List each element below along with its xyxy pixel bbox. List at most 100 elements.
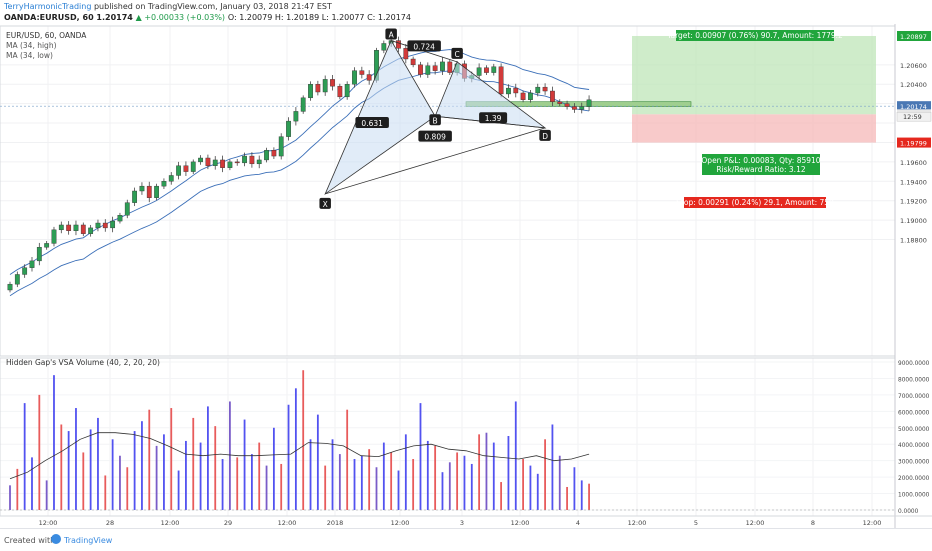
point-b-label: B — [433, 116, 438, 125]
target-label: Target: 0.00907 (0.76%) 90.7, Amount: 17… — [666, 31, 843, 40]
volume-bar — [53, 375, 55, 510]
candle-body — [139, 185, 145, 192]
candle-body — [440, 61, 445, 71]
volume-bar — [89, 429, 92, 510]
volume-bar — [434, 445, 437, 510]
point-d-label-bg — [539, 129, 551, 141]
candle-body — [183, 165, 189, 172]
volume-tick: 9000.0000 — [898, 361, 930, 367]
position-boxes — [0, 35, 895, 143]
ratio-ac-label: 0.724 — [413, 42, 435, 51]
ratio-xb-label-bg — [355, 117, 389, 129]
candle-body — [234, 161, 240, 164]
candle-body — [7, 283, 13, 291]
volume-tick: 2000.0000 — [898, 476, 930, 482]
candle-body — [66, 224, 72, 231]
time-tick: 8 — [811, 519, 815, 527]
volume-bar — [316, 414, 319, 510]
volume-bar — [243, 419, 246, 510]
author-link[interactable]: TerryHarmonicTrading — [4, 2, 92, 11]
volume-tick: 0.0000 — [898, 509, 919, 515]
stop-label: Stop: 0.00291 (0.24%) 29.1, Amount: 750 — [676, 198, 834, 207]
volume-bar — [250, 454, 253, 510]
candle-body — [264, 150, 269, 161]
time-tick: 2018 — [327, 519, 344, 527]
volume-bar — [82, 452, 85, 510]
volume-bar — [126, 467, 129, 510]
volume-tick: 6000.0000 — [898, 410, 930, 416]
chart-canvas[interactable]: X A B C D 0.631 0.724 1.39 0.809 Target: 0.00907… — [0, 24, 932, 528]
volume-bar — [287, 404, 290, 510]
price-tick: 1.18800 — [900, 237, 927, 245]
candle-body — [95, 222, 101, 229]
volume-bar — [133, 431, 136, 510]
volume-bar — [9, 485, 11, 510]
volume-bar — [272, 427, 275, 510]
volume-bar — [390, 452, 393, 510]
volume-bar — [302, 370, 305, 510]
candle-body — [212, 159, 218, 166]
volume-bar — [507, 436, 510, 510]
point-a-label-bg — [385, 28, 397, 40]
candle-body — [484, 67, 489, 73]
candle-body — [242, 155, 247, 164]
price-tag-bg — [897, 137, 931, 148]
volume-bar — [536, 473, 539, 510]
volume-bar — [141, 421, 143, 510]
volume-bar — [60, 424, 63, 510]
publish-header: TerryHarmonicTrading published on Tradin… — [4, 2, 332, 11]
volume-bar — [221, 459, 224, 510]
point-c-label: C — [455, 50, 460, 59]
volume-bar — [111, 439, 114, 510]
countdown-timer: 12:59 — [903, 113, 922, 121]
candle-body — [498, 66, 504, 95]
stop-label-bg — [684, 197, 826, 208]
volume-bar — [353, 459, 356, 510]
candle-body — [410, 58, 416, 66]
candle-body — [403, 48, 409, 60]
volume-title: Hidden Gap's VSA Volume (40, 2, 20, 20) — [6, 358, 160, 367]
volume-bar — [258, 442, 261, 510]
candle-body — [550, 90, 555, 102]
candle-body — [586, 99, 592, 107]
volume-bar — [338, 454, 341, 510]
candle-body — [322, 79, 328, 93]
point-c-label-bg — [451, 47, 463, 59]
tradingview-brand[interactable]: TradingView — [64, 536, 113, 545]
time-tick: 12:00 — [391, 519, 410, 527]
candle-body — [535, 86, 541, 94]
candle-body — [476, 67, 482, 76]
symbol-price: OANDA:EURUSD, 60 1.20174 — [4, 13, 133, 22]
tradingview-logo-icon — [51, 534, 61, 544]
pattern-xd-line — [325, 127, 546, 195]
volume-bar — [324, 465, 327, 510]
candle-body — [110, 220, 116, 229]
volume-tick: 3000.0000 — [898, 460, 930, 466]
harmonic-pattern[interactable]: X A B C D 0.631 0.724 1.39 0.809 — [319, 28, 551, 209]
candle-body — [198, 157, 203, 163]
volume-axis: 9000.0000 8000.0000 7000.0000 6000.0000 5000… — [898, 361, 930, 515]
candle-body — [14, 274, 20, 285]
profit-zone — [632, 35, 876, 115]
candle-body — [146, 185, 152, 198]
symbol-line: OANDA:EURUSD, 60 1.20174 ▲ +0.00033 (+0.… — [4, 13, 411, 22]
volume-tick: 4000.0000 — [898, 443, 930, 449]
volume-bar — [31, 457, 33, 510]
volume-bar — [485, 432, 488, 510]
volume-bar — [294, 388, 297, 510]
ratio-xb-label: 0.631 — [361, 119, 383, 128]
volume-bar — [456, 452, 459, 510]
candle-body — [51, 229, 57, 244]
time-tick: 4 — [576, 519, 580, 527]
ratio-ac-label-bg — [407, 40, 441, 52]
volume-bar — [492, 442, 495, 510]
volume-bar — [280, 463, 283, 510]
volume-bar — [522, 459, 524, 510]
time-tick: 29 — [224, 519, 232, 527]
candle-body — [36, 247, 42, 262]
candle-body — [432, 65, 438, 71]
volume-bar — [580, 480, 583, 510]
volume-bar — [309, 439, 312, 510]
price-tag-bg — [897, 30, 931, 41]
created-with-label: Created with — [4, 536, 56, 545]
